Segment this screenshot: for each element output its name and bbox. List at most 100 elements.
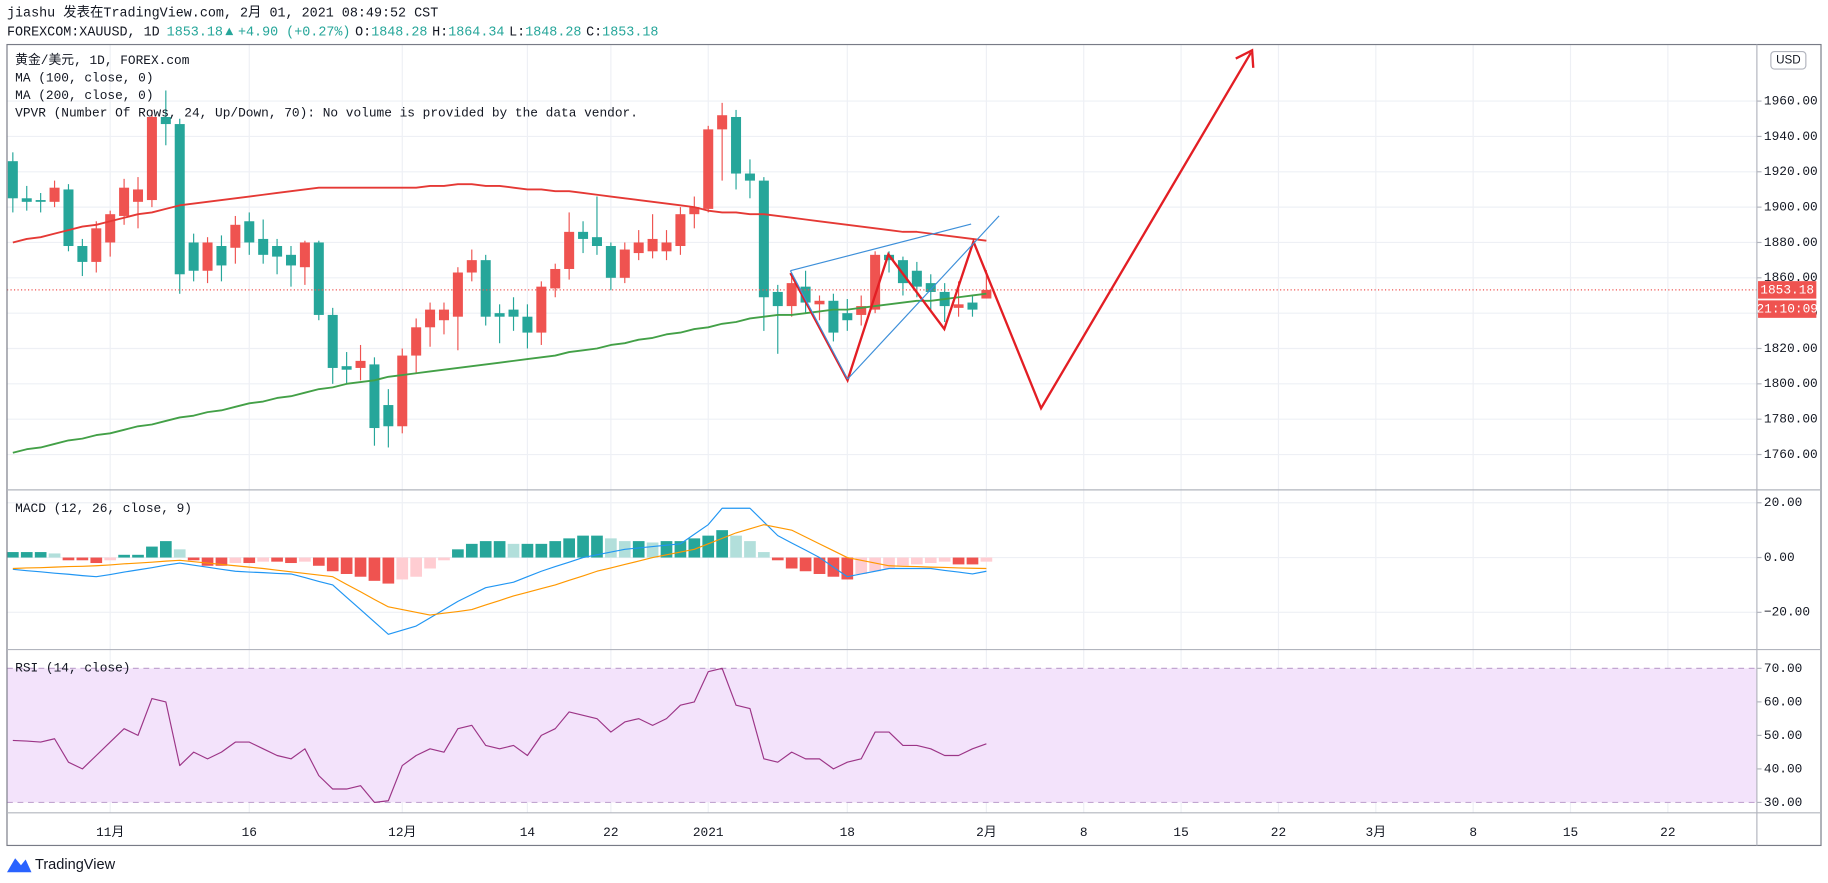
last-price: 1853.18 [167,25,223,40]
candle-body [202,242,213,271]
x-tick-label: 15 [1563,825,1578,840]
change: +4.90 (+0.27%) [238,25,350,40]
histogram-bar [34,552,47,558]
y-tick-label: 60.00 [1764,694,1802,709]
x-tick-label: 22 [1660,825,1675,840]
candle-body [647,238,658,252]
histogram-bar [660,541,673,558]
legend-title: 黄金/美元, 1D, FOREX.com [15,52,190,68]
rsi-band [6,668,1757,803]
candle-body [230,224,241,248]
candle-body [675,214,686,247]
candle-body [689,207,700,215]
candle-body [341,366,352,370]
y-tick-label: 20.00 [1764,495,1802,510]
ohlc-value: 1853.18 [602,25,658,40]
legend-entry: MA (200, close, 0) [15,88,153,103]
candle-body [633,242,644,254]
y-tick-label: 1800.00 [1764,376,1818,391]
candle-body [800,286,811,303]
histogram-bar [382,557,395,584]
histogram-bar [716,530,728,558]
candle-body [591,237,602,247]
candle-body [870,254,881,310]
histogram-bar [702,535,715,558]
candle-body [480,260,491,317]
y-tick-label: −20.00 [1764,605,1810,620]
histogram-bar [785,557,798,569]
x-tick-label: 15 [1173,825,1188,840]
x-tick-label: 8 [1080,825,1088,840]
histogram-bar [410,557,423,577]
frame [6,43,1822,847]
logo-icon [6,858,32,873]
histogram-bar [938,557,951,562]
histogram-bar [201,557,214,566]
histogram-bar [424,557,436,569]
x-tick-label: 18 [840,825,855,840]
histogram-bar [591,535,603,558]
candle-body [772,291,783,307]
candle-body [814,300,825,305]
x-tick-label: 8 [1469,825,1477,840]
y-tick-label: 40.00 [1764,761,1802,776]
histogram-bar [368,557,381,581]
candle-body [466,260,477,273]
legend-note: VPVR (Number Of Rows, 24, Up/Down, 70): … [15,106,638,121]
candle-body [7,161,18,199]
histogram-bar [966,557,979,565]
histogram-bar [535,543,548,558]
histogram-bar [243,557,256,564]
rsi-line [12,667,987,804]
candle-body [744,173,755,181]
candle-body [91,228,102,262]
histogram-bar [132,554,144,558]
ohlc-label: O: [355,25,371,40]
histogram-bar [493,541,506,558]
histogram-bar [173,549,186,558]
x-tick-label: 2月 [976,825,997,840]
histogram-bar [688,538,701,558]
histogram-bar [897,557,909,566]
channel-line [847,215,1000,380]
candle-body [786,283,797,307]
y-tick-label: 1940.00 [1764,129,1818,144]
candle-body [925,283,936,292]
histogram-bar [257,557,270,562]
change-arrow: ▲ [225,25,233,40]
histogram-bar [6,552,19,558]
candle-body [508,309,519,317]
currency: USD [1776,53,1801,66]
histogram-bar [438,557,450,561]
last-price-label: 1853.18 [1760,282,1814,297]
macd-line [12,507,987,635]
y-tick-label: 1900.00 [1764,200,1818,215]
histogram-bar [577,535,589,558]
histogram-bar [605,538,617,558]
candle-body [35,200,46,202]
macd-line [12,524,987,616]
histogram-bar [841,557,854,580]
arrow-head [1235,48,1255,68]
zigzag-drawing [789,52,1252,411]
histogram-bar [883,557,895,569]
x-tick-label: 11月 [96,825,124,840]
candle-body [77,246,88,262]
histogram-bar [924,557,937,564]
y-tick-label: 50.00 [1764,728,1802,743]
histogram-bar [90,557,103,564]
candle-body [452,272,463,317]
channel-line [789,270,849,380]
candle-body [703,129,714,209]
candle-body [828,300,839,333]
y-tick-label: 1920.00 [1764,164,1818,179]
histogram-bar [104,557,117,561]
y-tick-label: 1880.00 [1764,235,1818,250]
candle-body [564,231,575,269]
candle-body [133,189,144,202]
countdown-box [1758,300,1817,318]
x-tick-label: 3月 [1366,825,1387,840]
histogram-bar [285,557,297,564]
brand-logo: TradingView [6,857,116,873]
